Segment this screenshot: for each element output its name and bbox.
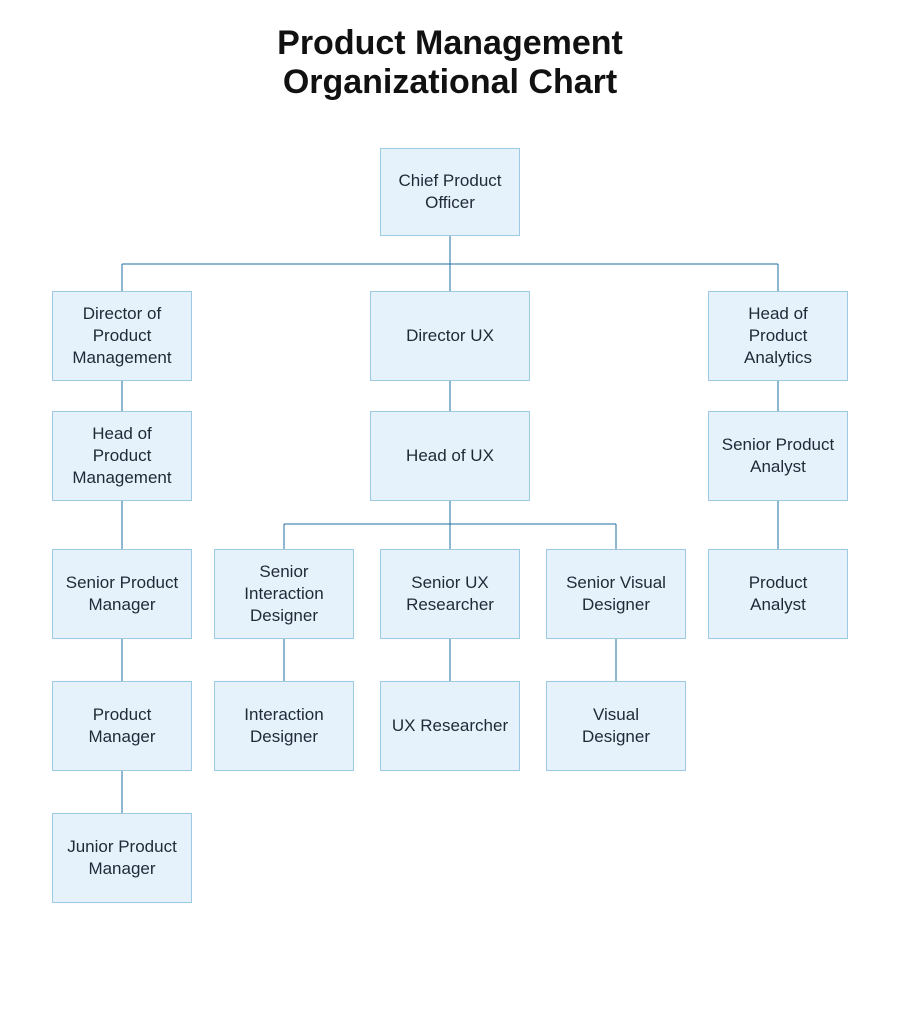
- org-node-sr_ixd: Senior Interaction Designer: [214, 549, 354, 639]
- org-node-dir_ux: Director UX: [370, 291, 530, 381]
- org-node-vd: Visual Designer: [546, 681, 686, 771]
- org-node-head_ux: Head of UX: [370, 411, 530, 501]
- org-node-pm: Product Manager: [52, 681, 192, 771]
- org-node-head_pm: Head of Product Management: [52, 411, 192, 501]
- org-node-dir_pm: Director of Product Management: [52, 291, 192, 381]
- org-node-pa: Product Analyst: [708, 549, 848, 639]
- org-node-head_pa: Head of Product Analytics: [708, 291, 848, 381]
- org-chart: Product ManagementOrganizational Chart C…: [0, 0, 900, 1024]
- org-node-sr_vd: Senior Visual Designer: [546, 549, 686, 639]
- org-node-sr_pa: Senior Product Analyst: [708, 411, 848, 501]
- org-node-uxr: UX Researcher: [380, 681, 520, 771]
- org-node-jr_pm: Junior Product Manager: [52, 813, 192, 903]
- org-node-ixd: Interaction Designer: [214, 681, 354, 771]
- org-node-sr_pm: Senior Product Manager: [52, 549, 192, 639]
- page-title: Product ManagementOrganizational Chart: [0, 24, 900, 102]
- org-node-sr_uxr: Senior UX Researcher: [380, 549, 520, 639]
- org-node-cpo: Chief Product Officer: [380, 148, 520, 236]
